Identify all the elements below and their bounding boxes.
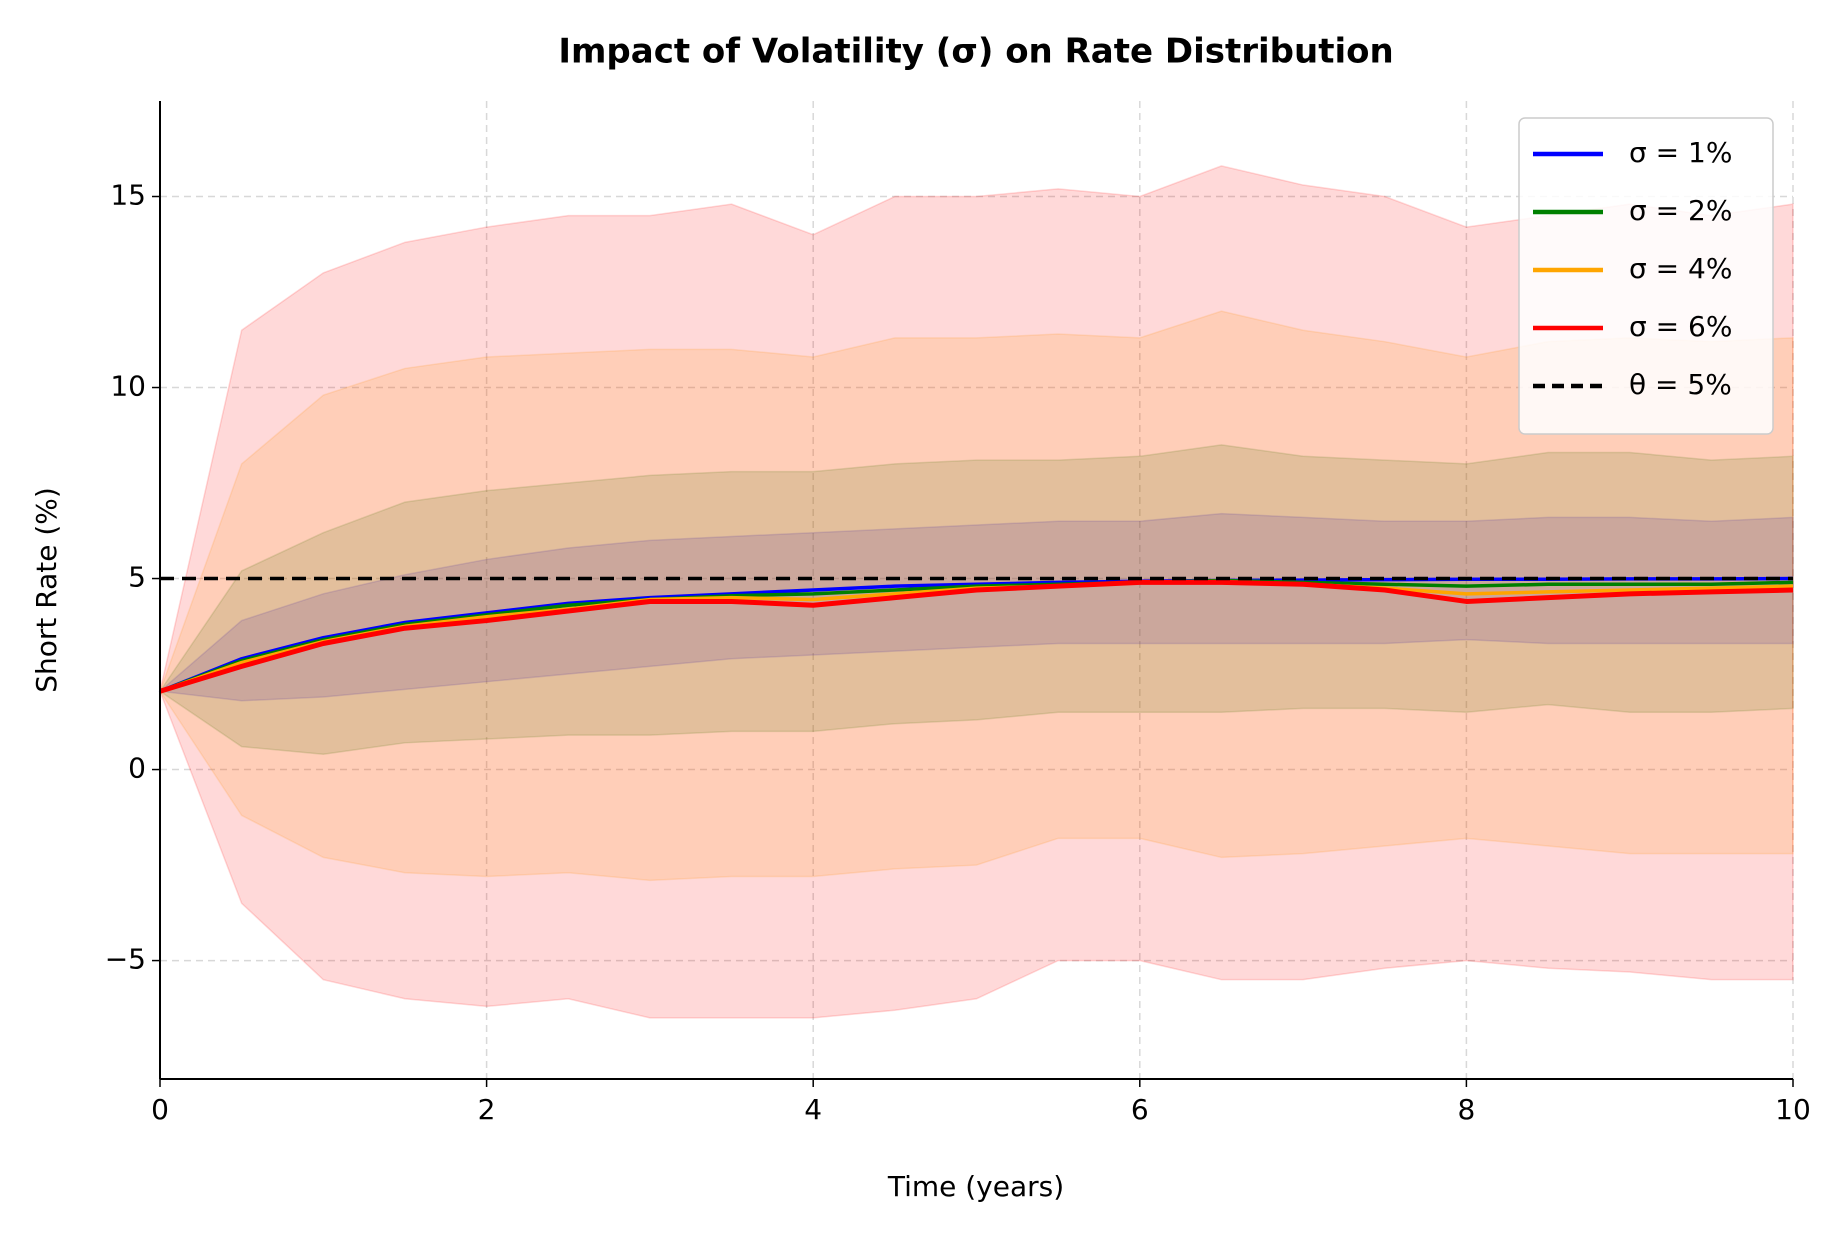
legend-label: θ = 5% xyxy=(1629,368,1732,401)
y-axis-label: Short Rate (%) xyxy=(30,487,63,693)
mean-line xyxy=(159,576,1794,693)
legend-box xyxy=(1518,117,1774,435)
y-tick-label: 0 xyxy=(128,752,146,785)
chart-title: Impact of Volatility (σ) on Rate Distrib… xyxy=(558,32,1393,72)
x-tick-label: 0 xyxy=(151,1093,169,1126)
mean-line xyxy=(159,578,1794,693)
mean-line xyxy=(159,579,1794,694)
x-tick-label: 2 xyxy=(478,1093,496,1126)
y-tick-label: 15 xyxy=(110,179,146,212)
y-tick-label: 10 xyxy=(110,370,146,403)
x-tick-label: 4 xyxy=(804,1093,822,1126)
legend-label: σ = 1% xyxy=(1629,136,1732,169)
legend-label: σ = 4% xyxy=(1629,252,1732,285)
legend-label: σ = 6% xyxy=(1629,310,1732,343)
y-tick-label: −5 xyxy=(105,943,146,976)
y-tick-label: 5 xyxy=(128,561,146,594)
x-tick-label: 10 xyxy=(1775,1093,1811,1126)
confidence-band xyxy=(159,310,1794,882)
confidence-band xyxy=(158,512,1794,702)
x-tick-label: 8 xyxy=(1457,1093,1475,1126)
x-axis-label: Time (years) xyxy=(887,1170,1064,1203)
legend-label: σ = 2% xyxy=(1629,194,1732,227)
x-tick-label: 6 xyxy=(1131,1093,1149,1126)
